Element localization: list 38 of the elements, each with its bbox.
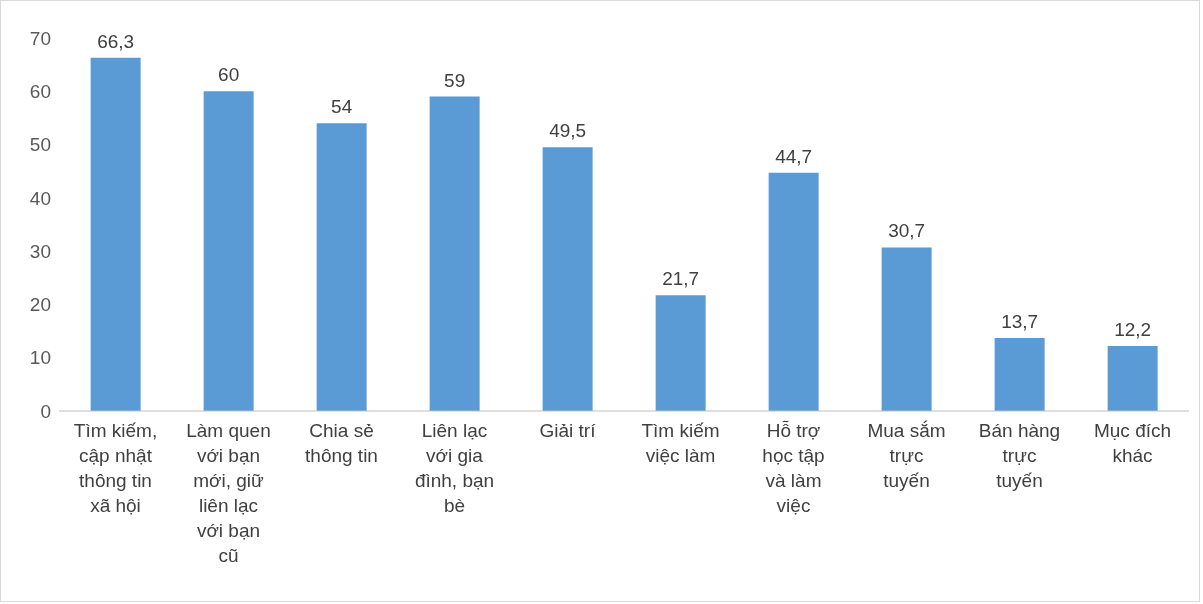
x-tick-label: Bán hàng trực tuyến	[978, 420, 1061, 491]
x-tick-label: Mua sắm trực tuyến	[867, 420, 946, 491]
bar	[768, 172, 819, 411]
y-tick-label: 70	[29, 27, 51, 49]
bar	[655, 295, 706, 411]
data-label: 60	[218, 64, 240, 86]
bar	[90, 57, 141, 411]
data-label: 44,7	[775, 145, 813, 167]
x-tick-label: Làm quen với bạn mới, giữ liên lạc với bạn cũ	[186, 420, 271, 566]
bar	[994, 338, 1045, 411]
data-label: 49,5	[549, 120, 587, 142]
x-tick-label: Tìm kiếm việc làm	[641, 420, 720, 466]
bar	[429, 96, 480, 411]
data-label: 30,7	[888, 220, 926, 242]
y-tick-label: 30	[29, 240, 51, 262]
data-label: 21,7	[662, 268, 700, 290]
y-tick-label: 60	[29, 81, 51, 103]
bar	[1107, 345, 1158, 411]
data-label: 13,7	[1001, 311, 1039, 332]
data-label: 66,3	[97, 30, 135, 52]
y-tick-label: 40	[29, 187, 51, 209]
y-tick-label: 20	[29, 294, 51, 316]
bar	[881, 247, 932, 411]
y-tick-label: 50	[29, 134, 51, 156]
x-tick-label: Mục đích khác	[1093, 420, 1172, 466]
y-tick-label: 10	[29, 347, 51, 369]
x-tick-label: Liên lạc với gia đình, bạn bè	[414, 420, 495, 516]
x-tick-label: Hỗ trợ học tập và làm việc	[762, 420, 825, 516]
x-tick-label: Chia sẻ thông tin	[305, 420, 378, 466]
data-label: 59	[444, 69, 466, 91]
x-tick-label: Tìm kiếm, cập nhật thông tin xã hội	[73, 420, 158, 516]
bar	[203, 91, 254, 411]
y-tick-label: 0	[40, 400, 51, 422]
bar	[542, 147, 593, 411]
data-label: 54	[331, 96, 353, 118]
x-tick-label: Giải trí	[539, 420, 597, 441]
bar	[316, 123, 367, 411]
data-label: 12,2	[1114, 318, 1152, 340]
